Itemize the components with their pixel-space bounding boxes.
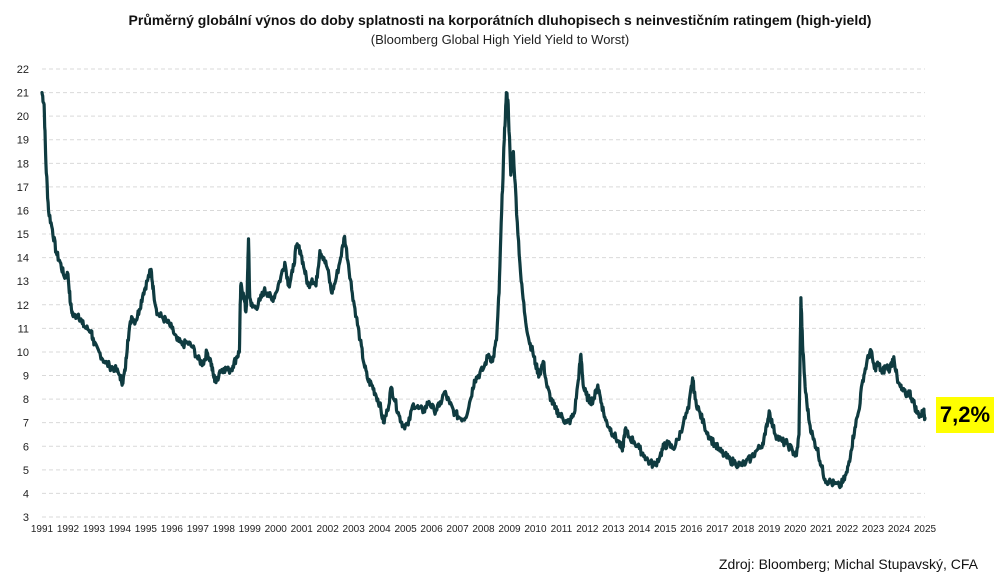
- y-tick-label: 14: [17, 253, 29, 265]
- x-axis-ticks: 1991 1992 1993 1994 1995 1996 1997 1998 1999 2000…: [31, 524, 937, 535]
- y-tick-label: 12: [17, 300, 29, 312]
- x-tick-label: 2022: [836, 524, 859, 535]
- y-tick-label: 18: [17, 158, 29, 170]
- x-tick-label: 1994: [109, 524, 132, 535]
- y-tick-label: 5: [23, 465, 29, 477]
- y-tick-label: 4: [23, 488, 29, 500]
- y-tick-label: 20: [17, 111, 29, 123]
- x-tick-label: 1991: [31, 524, 54, 535]
- x-tick-label: 2015: [654, 524, 677, 535]
- series-line: [40, 91, 927, 490]
- y-tick-label: 15: [17, 229, 29, 241]
- y-tick-label: 13: [17, 276, 29, 288]
- x-tick-label: 2017: [706, 524, 729, 535]
- x-tick-label: 1993: [83, 524, 106, 535]
- x-tick-label: 2005: [394, 524, 417, 535]
- x-tick-label: 2014: [628, 524, 651, 535]
- y-tick-label: 6: [23, 441, 29, 453]
- chart-subtitle: (Bloomberg Global High Yield Yield to Wo…: [370, 32, 630, 47]
- x-tick-label: 2019: [758, 524, 781, 535]
- grid-lines: [42, 68, 925, 518]
- x-tick-label: 2025: [914, 524, 937, 535]
- y-axis-ticks: 3 4 5 6 7 8 9 10 11 12 13 14 15 16 17 18 19 20 21 22: [17, 64, 29, 524]
- series-layer: [40, 91, 927, 490]
- x-tick-label: 2023: [862, 524, 885, 535]
- x-tick-label: 1998: [213, 524, 236, 535]
- y-tick-label: 7: [23, 418, 29, 430]
- chart-title: Průměrný globální výnos do doby splatnos…: [128, 12, 872, 28]
- x-tick-label: 2006: [420, 524, 443, 535]
- x-tick-label: 2012: [576, 524, 599, 535]
- y-tick-label: 17: [17, 182, 29, 194]
- y-tick-label: 10: [17, 347, 29, 359]
- x-tick-label: 2020: [784, 524, 807, 535]
- y-tick-label: 21: [17, 88, 29, 100]
- y-tick-label: 8: [23, 394, 29, 406]
- y-tick-label: 11: [18, 323, 29, 335]
- x-tick-label: 2024: [888, 524, 911, 535]
- y-tick-label: 16: [17, 205, 29, 217]
- x-tick-label: 2003: [343, 524, 366, 535]
- x-tick-label: 2013: [602, 524, 625, 535]
- x-tick-label: 2016: [680, 524, 703, 535]
- y-tick-label: 19: [17, 135, 29, 147]
- y-tick-label: 22: [17, 64, 29, 76]
- x-tick-label: 2010: [524, 524, 547, 535]
- source-note: Zdroj: Bloomberg; Michal Stupavský, CFA: [718, 556, 978, 572]
- x-tick-label: 2004: [368, 524, 391, 535]
- x-tick-label: 2018: [732, 524, 755, 535]
- x-tick-label: 1997: [187, 524, 210, 535]
- x-tick-label: 2001: [291, 524, 314, 535]
- y-tick-label: 3: [23, 512, 29, 524]
- x-tick-label: 2011: [551, 524, 573, 535]
- latest-value-callout: 7,2%: [936, 397, 994, 433]
- x-tick-label: 2000: [265, 524, 288, 535]
- x-tick-label: 1996: [161, 524, 184, 535]
- x-tick-label: 1992: [57, 524, 80, 535]
- y-tick-label: 9: [23, 371, 29, 383]
- x-tick-label: 2008: [472, 524, 495, 535]
- x-tick-label: 2007: [446, 524, 469, 535]
- x-tick-label: 2009: [498, 524, 521, 535]
- x-tick-label: 1995: [135, 524, 158, 535]
- x-tick-label: 2002: [317, 524, 340, 535]
- x-tick-label: 1999: [239, 524, 262, 535]
- x-tick-label: 2021: [810, 524, 833, 535]
